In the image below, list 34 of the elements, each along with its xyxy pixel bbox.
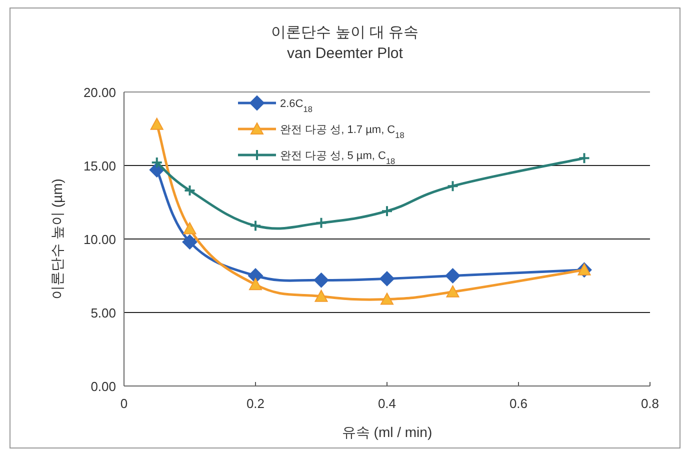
y-tick-label: 5.00 bbox=[90, 306, 116, 320]
point bbox=[380, 271, 394, 286]
x-tick-label: 0.4 bbox=[378, 396, 396, 411]
y-tick-label: 0.00 bbox=[90, 379, 116, 394]
point bbox=[250, 220, 262, 232]
point bbox=[445, 268, 460, 284]
x-tick-label: 0.8 bbox=[640, 396, 660, 411]
point bbox=[183, 222, 196, 234]
point bbox=[315, 216, 328, 229]
point bbox=[249, 278, 262, 290]
point bbox=[446, 285, 460, 298]
point bbox=[381, 205, 393, 218]
point bbox=[150, 118, 164, 130]
point bbox=[150, 156, 163, 169]
chart-subtitle: van Deemter Plot bbox=[287, 45, 404, 62]
legend-label: 완전 다공 성, 5 µm, C$_{18}$ bbox=[280, 150, 396, 166]
chart-title: 이론단수 높이 대 유속 bbox=[271, 24, 419, 41]
point bbox=[314, 290, 328, 302]
x-tick-label: 0.2 bbox=[246, 396, 265, 411]
point bbox=[182, 234, 198, 250]
x-tick-label: 0 bbox=[120, 396, 128, 411]
y-tick-label: 20.00 bbox=[83, 85, 116, 100]
point bbox=[184, 184, 196, 196]
point bbox=[446, 180, 459, 192]
point bbox=[314, 272, 329, 288]
point bbox=[380, 292, 394, 305]
x-axis-title: 유속 (ml / min) bbox=[342, 424, 432, 440]
y-tick-label: 15.00 bbox=[83, 158, 116, 174]
y-tick-label: 10.00 bbox=[83, 232, 116, 247]
x-tick-label: 0.6 bbox=[509, 396, 528, 411]
legend-label: 완전 다공 성, 1.7 µm, C$_{18}$ bbox=[280, 124, 405, 140]
y-axis-title: 이론단수 높이 (µm) bbox=[49, 178, 65, 300]
point bbox=[578, 152, 590, 164]
legend-label: 2.6C$_{18}$ bbox=[280, 98, 313, 114]
